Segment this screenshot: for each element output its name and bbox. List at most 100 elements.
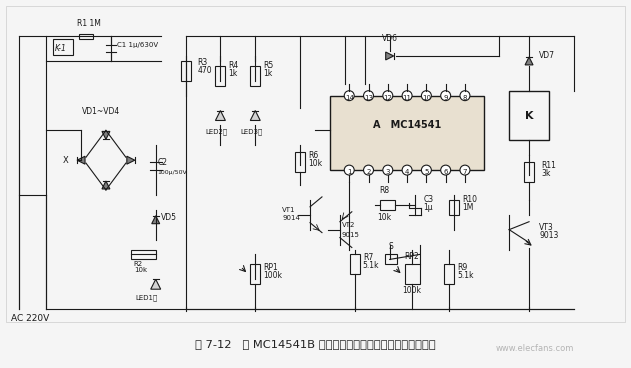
Text: 10k: 10k xyxy=(308,159,322,168)
Text: 100μ/50V: 100μ/50V xyxy=(158,170,187,174)
Circle shape xyxy=(402,91,412,100)
Text: AC 220V: AC 220V xyxy=(11,314,50,323)
Circle shape xyxy=(383,165,392,175)
Text: 10: 10 xyxy=(422,95,431,101)
Bar xyxy=(380,200,394,210)
Text: 1k: 1k xyxy=(263,69,273,78)
Text: 5.1k: 5.1k xyxy=(363,261,379,270)
Text: 14: 14 xyxy=(345,95,353,101)
Bar xyxy=(385,254,397,264)
Text: LED1红: LED1红 xyxy=(136,294,158,301)
Polygon shape xyxy=(215,110,225,120)
Text: 3k: 3k xyxy=(541,169,550,178)
Bar xyxy=(79,33,93,39)
Bar xyxy=(251,66,260,86)
Circle shape xyxy=(383,91,392,100)
Text: R3: R3 xyxy=(198,59,208,67)
Text: C3: C3 xyxy=(423,195,433,204)
Text: C1 1μ/630V: C1 1μ/630V xyxy=(117,42,158,48)
Text: 2: 2 xyxy=(367,169,370,175)
Text: 13: 13 xyxy=(364,95,373,101)
Text: 100k: 100k xyxy=(263,271,282,280)
Text: VT1: VT1 xyxy=(282,207,296,213)
Text: 1: 1 xyxy=(347,169,351,175)
Text: 10k: 10k xyxy=(134,268,147,273)
Bar xyxy=(509,91,549,140)
Polygon shape xyxy=(386,52,394,60)
Text: www.elecfans.com: www.elecfans.com xyxy=(495,344,574,353)
Text: A   MC14541: A MC14541 xyxy=(373,120,441,130)
Text: 8: 8 xyxy=(463,95,467,101)
Text: R11: R11 xyxy=(541,161,556,170)
Polygon shape xyxy=(525,57,533,65)
Text: 1μ: 1μ xyxy=(423,203,433,212)
Text: R5: R5 xyxy=(263,61,273,70)
Text: S: S xyxy=(388,243,393,251)
Bar xyxy=(444,264,454,284)
Bar xyxy=(330,96,484,170)
Text: 9014: 9014 xyxy=(282,215,300,221)
Text: LED2黄: LED2黄 xyxy=(206,128,228,135)
Text: 6: 6 xyxy=(444,169,448,175)
Circle shape xyxy=(440,165,451,175)
Text: VD1~VD4: VD1~VD4 xyxy=(82,106,120,116)
Text: RP2: RP2 xyxy=(404,252,419,261)
Text: K-1: K-1 xyxy=(55,43,67,53)
Polygon shape xyxy=(102,131,110,139)
Bar xyxy=(350,254,360,274)
Text: K: K xyxy=(525,110,533,121)
Text: 4: 4 xyxy=(405,169,410,175)
Circle shape xyxy=(363,165,374,175)
Bar xyxy=(251,264,260,284)
Polygon shape xyxy=(151,279,161,289)
Text: 470: 470 xyxy=(198,66,212,75)
Text: 5.1k: 5.1k xyxy=(457,271,474,280)
Bar xyxy=(53,39,73,55)
Text: 1k: 1k xyxy=(228,69,238,78)
Polygon shape xyxy=(151,216,160,224)
Text: VD5: VD5 xyxy=(161,213,177,222)
Text: R4: R4 xyxy=(228,61,239,70)
Bar xyxy=(404,264,420,284)
Text: R9: R9 xyxy=(457,263,468,272)
Bar xyxy=(295,152,305,172)
Text: VT2: VT2 xyxy=(342,222,355,228)
Text: C2: C2 xyxy=(158,158,168,167)
Text: 5: 5 xyxy=(424,169,428,175)
Polygon shape xyxy=(251,110,260,120)
Text: R8: R8 xyxy=(380,186,390,195)
Text: R6: R6 xyxy=(308,151,318,160)
Circle shape xyxy=(460,165,470,175)
Text: 9015: 9015 xyxy=(342,231,360,238)
Text: 9013: 9013 xyxy=(539,231,558,240)
Text: 图 7-12   用 MC14541B 型集成电路制作的冰柜机外温控制电路: 图 7-12 用 MC14541B 型集成电路制作的冰柜机外温控制电路 xyxy=(195,339,435,349)
Text: R1 1M: R1 1M xyxy=(77,19,101,28)
Bar xyxy=(131,250,156,259)
Text: 9: 9 xyxy=(444,95,448,101)
Bar xyxy=(6,6,625,322)
Text: LED3绿: LED3绿 xyxy=(240,128,262,135)
Bar xyxy=(215,66,225,86)
Circle shape xyxy=(402,165,412,175)
Circle shape xyxy=(460,91,470,100)
Polygon shape xyxy=(127,156,135,164)
Bar xyxy=(449,200,459,215)
Text: 1M: 1M xyxy=(463,203,474,212)
Text: X: X xyxy=(63,156,69,165)
Text: R10: R10 xyxy=(463,195,477,204)
Bar xyxy=(180,61,191,81)
Text: 10k: 10k xyxy=(377,213,392,222)
Text: 7: 7 xyxy=(463,169,467,175)
Text: RP1: RP1 xyxy=(263,263,278,272)
Circle shape xyxy=(440,91,451,100)
Text: VD6: VD6 xyxy=(382,34,398,43)
Text: 12: 12 xyxy=(384,95,392,101)
Text: 100k: 100k xyxy=(402,286,421,295)
Circle shape xyxy=(422,91,432,100)
Circle shape xyxy=(422,165,432,175)
Text: VD7: VD7 xyxy=(539,52,555,60)
Circle shape xyxy=(363,91,374,100)
Text: 3: 3 xyxy=(386,169,390,175)
Circle shape xyxy=(345,165,354,175)
Circle shape xyxy=(345,91,354,100)
